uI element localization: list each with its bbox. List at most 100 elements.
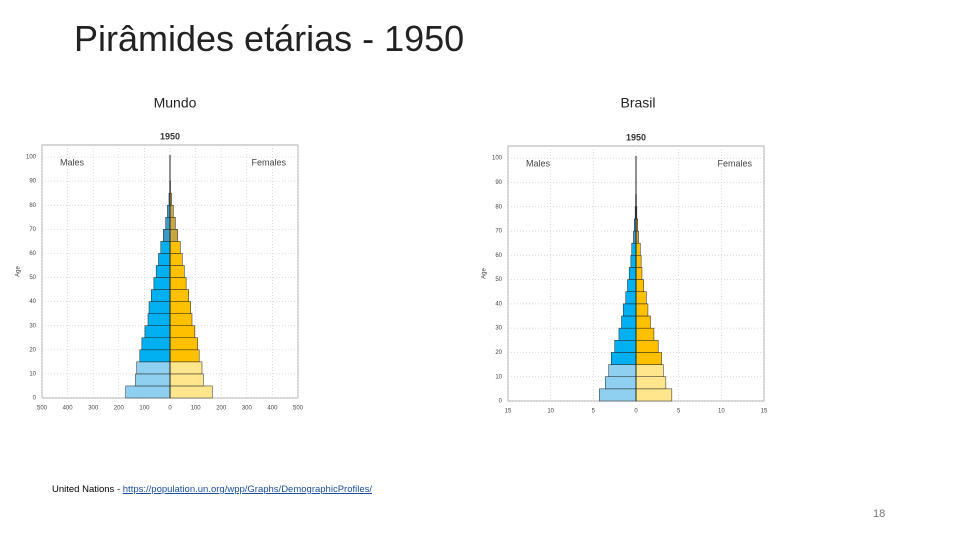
bar [605, 376, 637, 390]
bar [608, 364, 637, 377]
bar [169, 349, 200, 363]
chart-heading: Brasil [620, 95, 655, 111]
x-tick-label: 200 [216, 406, 227, 412]
x-tick-label: 100 [191, 406, 202, 412]
bar [628, 267, 637, 280]
x-tick-label: 5 [677, 409, 681, 415]
bar [635, 340, 659, 353]
y-tick-label: 70 [495, 229, 502, 235]
bar [635, 352, 662, 365]
bar [141, 337, 171, 351]
y-tick-label: 50 [29, 275, 36, 281]
x-tick-label: 0 [168, 406, 172, 412]
bar [635, 279, 644, 292]
chart-title: 1950 [626, 132, 646, 142]
legend-label: Females [717, 158, 752, 168]
source-link[interactable]: https://population.un.org/wpp/Graphs/Dem… [122, 484, 373, 495]
y-axis-label: Age [482, 268, 488, 279]
bar [627, 279, 637, 292]
x-tick-label: 500 [293, 406, 304, 412]
bar [169, 217, 176, 230]
x-tick-label: 200 [114, 406, 125, 412]
y-tick-label: 80 [29, 203, 36, 209]
bar [169, 301, 191, 314]
y-tick-label: 30 [29, 323, 36, 329]
y-tick-label: 60 [29, 251, 36, 257]
bar [635, 315, 651, 329]
bar [125, 385, 171, 399]
legend-label: Males [526, 158, 551, 168]
chart-heading: Mundo [154, 95, 197, 111]
bar [635, 242, 641, 256]
y-tick-label: 50 [495, 277, 502, 283]
x-tick-label: 15 [761, 409, 768, 415]
bar [169, 277, 187, 290]
bar [158, 253, 171, 266]
bar [621, 315, 637, 329]
bar [169, 361, 203, 375]
x-tick-label: 10 [547, 409, 554, 415]
bar [169, 385, 213, 399]
bar [169, 265, 185, 278]
bar [169, 253, 183, 266]
y-tick-label: 100 [26, 155, 37, 161]
y-tick-label: 10 [29, 371, 36, 377]
x-tick-label: 5 [592, 409, 596, 415]
x-tick-label: 15 [505, 409, 512, 415]
y-tick-label: 10 [495, 374, 502, 380]
bar [611, 352, 637, 365]
bar [635, 364, 664, 377]
y-tick-label: 100 [492, 156, 503, 162]
bar [165, 217, 171, 230]
y-tick-label: 0 [499, 399, 503, 405]
y-tick-label: 60 [495, 253, 502, 259]
bar [169, 373, 204, 387]
bar [169, 325, 196, 339]
bar [635, 376, 667, 390]
bar [635, 291, 647, 305]
bar [155, 265, 171, 278]
y-tick-label: 30 [495, 326, 502, 332]
source: United Nations - https://population.un.o… [52, 484, 372, 495]
y-tick-label: 40 [495, 301, 502, 307]
x-tick-label: 400 [63, 406, 74, 412]
bar [151, 289, 171, 302]
x-tick-label: 100 [139, 406, 150, 412]
bar [635, 255, 642, 268]
bar [169, 229, 178, 242]
bar [635, 303, 649, 317]
y-tick-label: 20 [495, 350, 502, 356]
bar [635, 267, 643, 280]
y-tick-label: 90 [495, 180, 502, 186]
y-axis-label: Age [16, 266, 22, 277]
x-tick-label: 300 [242, 406, 253, 412]
y-tick-label: 20 [29, 347, 36, 353]
bar [614, 340, 637, 353]
bar [635, 327, 655, 341]
legend-label: Males [60, 157, 85, 167]
bar [147, 313, 171, 326]
bar [148, 301, 171, 314]
bar [169, 241, 181, 254]
chart-title: 1950 [160, 131, 180, 141]
bar [169, 313, 193, 326]
y-tick-label: 80 [495, 204, 502, 210]
x-tick-label: 400 [267, 406, 278, 412]
x-tick-label: 10 [718, 409, 725, 415]
y-tick-label: 0 [33, 396, 37, 402]
bar [139, 349, 171, 363]
x-tick-label: 500 [37, 406, 48, 412]
bar [599, 388, 637, 402]
bar [635, 388, 673, 402]
bar [630, 255, 637, 268]
bar [136, 361, 171, 375]
legend-label: Females [251, 157, 286, 167]
bar [135, 373, 171, 387]
x-tick-label: 300 [88, 406, 99, 412]
bar [160, 241, 171, 254]
bar [153, 277, 171, 290]
x-tick-label: 0 [634, 409, 638, 415]
y-tick-label: 70 [29, 227, 36, 233]
y-tick-label: 40 [29, 299, 36, 305]
